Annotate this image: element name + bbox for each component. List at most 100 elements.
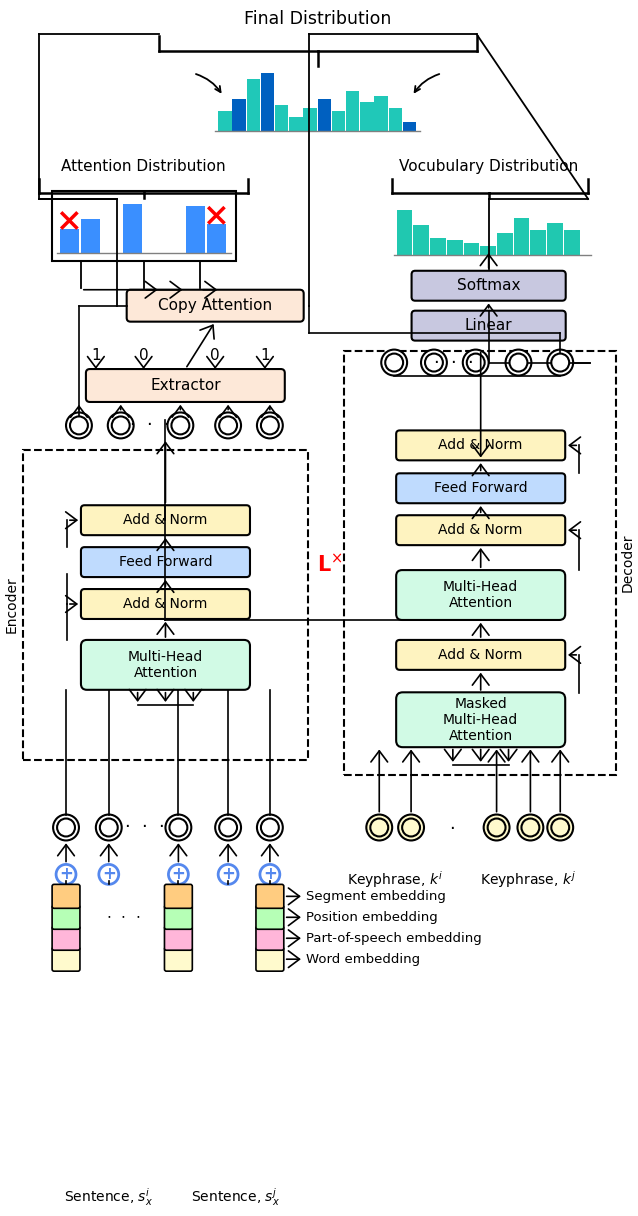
FancyBboxPatch shape	[81, 589, 250, 619]
FancyBboxPatch shape	[412, 271, 566, 300]
Text: Add & Norm: Add & Norm	[123, 513, 207, 528]
Circle shape	[467, 354, 485, 372]
Circle shape	[505, 349, 531, 376]
Text: +: +	[263, 866, 277, 883]
Text: Feed Forward: Feed Forward	[434, 482, 528, 495]
Text: +: +	[221, 866, 235, 883]
Text: $\cdot$: $\cdot$	[449, 818, 455, 837]
Text: $\cdot$  $\cdot$  $\cdot$: $\cdot$ $\cdot$ $\cdot$	[128, 416, 168, 434]
Circle shape	[366, 815, 392, 840]
FancyBboxPatch shape	[165, 947, 192, 972]
Bar	[289, 117, 302, 131]
Text: Add & Norm: Add & Norm	[438, 523, 523, 537]
Text: Position embedding: Position embedding	[306, 911, 438, 924]
Text: Multi-Head
Attention: Multi-Head Attention	[128, 649, 203, 680]
Text: Word embedding: Word embedding	[306, 952, 420, 966]
Bar	[207, 224, 226, 253]
FancyBboxPatch shape	[412, 310, 566, 340]
Circle shape	[172, 416, 189, 434]
Bar	[218, 111, 232, 131]
Text: +: +	[59, 866, 73, 883]
Bar	[346, 90, 359, 131]
Circle shape	[70, 416, 88, 434]
Text: Add & Norm: Add & Norm	[438, 648, 523, 662]
Bar	[186, 207, 205, 253]
FancyBboxPatch shape	[127, 289, 304, 322]
Bar	[261, 73, 274, 131]
Circle shape	[53, 815, 79, 840]
Bar	[360, 102, 374, 131]
Circle shape	[167, 412, 193, 439]
Bar	[530, 230, 546, 255]
Circle shape	[551, 818, 569, 837]
FancyBboxPatch shape	[396, 570, 565, 620]
Circle shape	[463, 349, 489, 376]
Circle shape	[425, 354, 443, 372]
Text: Softmax: Softmax	[457, 278, 521, 293]
Bar	[80, 219, 100, 253]
Bar	[389, 108, 402, 131]
FancyBboxPatch shape	[81, 547, 250, 578]
FancyBboxPatch shape	[396, 430, 565, 461]
Circle shape	[100, 818, 118, 837]
Text: Decoder: Decoder	[621, 534, 635, 592]
FancyBboxPatch shape	[165, 906, 192, 929]
Circle shape	[421, 349, 447, 376]
Bar	[447, 241, 463, 255]
Text: Copy Attention: Copy Attention	[158, 298, 272, 314]
Bar	[59, 230, 79, 253]
Circle shape	[57, 818, 75, 837]
Bar	[564, 230, 580, 255]
FancyBboxPatch shape	[81, 505, 250, 535]
Bar	[232, 100, 246, 131]
Bar	[246, 79, 260, 131]
Text: Add & Norm: Add & Norm	[438, 439, 523, 452]
Circle shape	[547, 349, 573, 376]
FancyBboxPatch shape	[256, 884, 284, 908]
Text: Linear: Linear	[465, 319, 512, 333]
FancyBboxPatch shape	[396, 473, 565, 503]
Bar	[304, 108, 317, 131]
Circle shape	[551, 354, 569, 372]
Text: Vocubulary Distribution: Vocubulary Distribution	[399, 158, 578, 174]
Text: Keyphrase, $k^i$: Keyphrase, $k^i$	[347, 869, 443, 890]
Circle shape	[370, 818, 388, 837]
Bar	[375, 96, 388, 131]
Circle shape	[382, 349, 407, 376]
FancyBboxPatch shape	[52, 884, 80, 908]
FancyBboxPatch shape	[86, 368, 285, 402]
Circle shape	[215, 412, 241, 439]
Circle shape	[398, 815, 424, 840]
Circle shape	[260, 865, 280, 884]
FancyBboxPatch shape	[52, 927, 80, 950]
Circle shape	[261, 416, 279, 434]
Text: Masked
Multi-Head
Attention: Masked Multi-Head Attention	[443, 697, 518, 743]
Text: Sentence, $s_x^i$: Sentence, $s_x^i$	[64, 1186, 153, 1207]
FancyBboxPatch shape	[81, 640, 250, 689]
Text: 1: 1	[91, 348, 101, 364]
Circle shape	[484, 815, 510, 840]
Text: Part-of-speech embedding: Part-of-speech embedding	[306, 931, 482, 945]
Text: +: +	[172, 866, 185, 883]
Bar	[430, 238, 446, 255]
Text: Encoder: Encoder	[4, 576, 19, 634]
Circle shape	[510, 354, 528, 372]
Circle shape	[385, 354, 403, 372]
FancyBboxPatch shape	[396, 516, 565, 545]
Circle shape	[56, 865, 76, 884]
FancyBboxPatch shape	[52, 906, 80, 929]
FancyBboxPatch shape	[256, 906, 284, 929]
Text: Extractor: Extractor	[150, 378, 221, 393]
Circle shape	[165, 815, 191, 840]
Circle shape	[257, 412, 283, 439]
Text: Sentence, $s_x^j$: Sentence, $s_x^j$	[191, 1186, 279, 1207]
Bar	[275, 105, 288, 131]
Text: $\cdot$  $\cdot$  $\cdot$: $\cdot$ $\cdot$ $\cdot$	[124, 818, 163, 837]
Circle shape	[170, 818, 188, 837]
Text: Segment embedding: Segment embedding	[306, 890, 445, 902]
Text: Final Distribution: Final Distribution	[244, 11, 391, 28]
Bar	[318, 100, 331, 131]
FancyBboxPatch shape	[52, 947, 80, 972]
Bar	[397, 210, 412, 255]
Circle shape	[112, 416, 130, 434]
